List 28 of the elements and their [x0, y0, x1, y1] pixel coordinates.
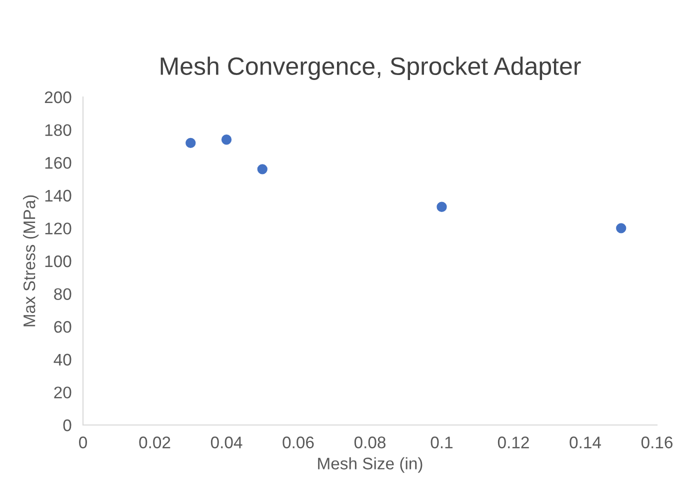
y-tick-label: 160 — [45, 157, 72, 169]
y-tick-label: 200 — [44, 91, 72, 104]
point — [616, 223, 626, 234]
y-tick-label: 140 — [45, 190, 72, 202]
y-tick-label: 180 — [45, 124, 72, 136]
y-axis-title: Max Stress (MPa) — [22, 195, 39, 326]
point — [436, 202, 447, 212]
x-tick-label: 0 — [79, 436, 87, 448]
y-tick-label: 120 — [45, 222, 72, 234]
x-tick-label: 0.04 — [210, 436, 242, 448]
y-tick-label: 20 — [54, 386, 72, 398]
point — [221, 134, 232, 145]
y-tick-label: 80 — [54, 288, 72, 300]
x-tick-label: 0.02 — [139, 436, 170, 448]
point — [257, 164, 268, 174]
x-axis-title: Mesh Size (in) — [318, 457, 422, 473]
chart-title: Mesh Convergence, Sprocket Adapter — [160, 56, 581, 80]
x-tick-label: 0.1 — [430, 436, 453, 448]
x-tick-label: 0.16 — [641, 436, 672, 448]
x-tick-label: 0.12 — [498, 436, 529, 448]
y-tick-label: 0 — [63, 419, 72, 432]
y-tick-label: 60 — [54, 321, 72, 333]
x-tick-label: 0.14 — [570, 436, 601, 448]
x-tick-label: 0.06 — [282, 436, 314, 448]
y-tick-label: 100 — [45, 255, 72, 268]
point — [186, 138, 196, 148]
y-tick-label: 40 — [54, 354, 72, 366]
x-tick-label: 0.08 — [354, 436, 386, 448]
